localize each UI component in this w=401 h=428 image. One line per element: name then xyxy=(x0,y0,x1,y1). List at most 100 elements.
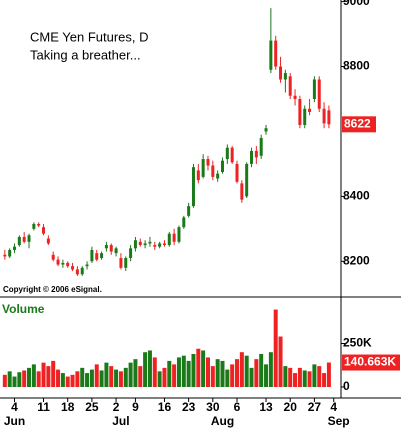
candle-body xyxy=(143,243,147,246)
month-label: Jul xyxy=(112,414,129,428)
candle-body xyxy=(3,254,7,257)
candle-body xyxy=(56,259,60,265)
volume-bar xyxy=(51,360,56,387)
x-tick-label: 11 xyxy=(37,400,50,414)
y-tick-label: 8400 xyxy=(343,189,370,203)
volume-bar xyxy=(31,364,36,387)
volume-bar xyxy=(128,362,133,387)
candle-body xyxy=(293,95,297,99)
copyright: Copyright © 2006 eSignal. xyxy=(3,285,102,294)
candle-body xyxy=(220,160,224,173)
volume-bar xyxy=(293,373,298,387)
volume-bar xyxy=(123,367,128,387)
x-tick-label: 9 xyxy=(132,400,139,414)
candle-body xyxy=(196,170,200,181)
volume-bar xyxy=(27,367,32,387)
candle-body xyxy=(148,241,152,244)
candle-body xyxy=(32,223,36,229)
volume-bar xyxy=(143,352,148,387)
candle-body xyxy=(279,66,283,80)
candle-body xyxy=(153,245,157,247)
volume-bar xyxy=(147,350,152,387)
candle-body xyxy=(167,233,171,246)
candle-body xyxy=(51,254,55,260)
volume-bar xyxy=(201,350,206,387)
candle-body xyxy=(17,236,21,246)
candle-body xyxy=(13,246,17,250)
candle-body xyxy=(240,183,244,200)
chart-subtitle: Taking a breather... xyxy=(30,47,141,62)
volume-bar xyxy=(297,367,302,387)
volume-bar xyxy=(225,369,230,387)
y-tick-label: 9000 xyxy=(343,0,370,8)
volume-bar xyxy=(60,373,65,387)
candle-body xyxy=(138,241,142,246)
y-tick-label: 8800 xyxy=(343,59,370,73)
volume-bar xyxy=(302,370,307,387)
volume-bar xyxy=(118,371,123,387)
candle-body xyxy=(303,108,307,125)
candle-body xyxy=(42,227,46,234)
volume-bar xyxy=(191,353,196,387)
volume-bar xyxy=(312,364,317,387)
x-tick-label: 20 xyxy=(284,400,298,414)
volume-title: Volume xyxy=(2,302,45,316)
volume-bar xyxy=(215,359,220,387)
volume-bar xyxy=(249,367,254,387)
candle-body xyxy=(298,99,302,125)
volume-bar xyxy=(220,360,225,387)
x-tick-label: 6 xyxy=(234,400,241,414)
volume-bar xyxy=(264,364,269,387)
volume-bar xyxy=(235,359,240,387)
candle-body xyxy=(8,249,12,257)
candle-body xyxy=(327,110,331,125)
x-tick-label: 18 xyxy=(61,400,75,414)
candle-body xyxy=(283,73,287,80)
x-tick-label: 25 xyxy=(85,400,99,414)
v-tick-label: 250K xyxy=(343,336,372,350)
volume-bar xyxy=(326,362,331,387)
volume-bar xyxy=(36,371,41,387)
volume-bar xyxy=(283,366,288,387)
volume-bar xyxy=(99,370,104,387)
candle-body xyxy=(225,147,229,160)
volume-bar xyxy=(2,374,7,387)
volume-marker-label: 140.663K xyxy=(344,355,396,369)
candle-body xyxy=(61,262,65,265)
volume-bar xyxy=(22,370,27,387)
volume-bar xyxy=(46,366,51,387)
volume-bar xyxy=(17,372,22,387)
month-label: Jun xyxy=(4,414,25,428)
candle-body xyxy=(206,159,210,166)
candle-body xyxy=(254,150,258,158)
candle-body xyxy=(46,238,50,244)
chart-title: CME Yen Futures, D xyxy=(30,29,149,44)
volume-bar xyxy=(273,309,278,387)
volume-bar xyxy=(205,357,210,387)
candle-body xyxy=(250,150,254,164)
v-tick-label: 0 xyxy=(343,379,350,393)
volume-bar xyxy=(172,364,177,387)
volume-bar xyxy=(41,362,46,387)
volume-bar xyxy=(104,362,109,387)
volume-bar xyxy=(196,348,201,387)
volume-bar xyxy=(133,359,138,387)
volume-marker-box xyxy=(342,354,400,371)
candle-body xyxy=(182,217,186,228)
candle-body xyxy=(216,173,220,179)
x-tick-label: 27 xyxy=(308,400,322,414)
volume-bar xyxy=(12,376,17,387)
candle-body xyxy=(269,40,273,70)
volume-bar xyxy=(210,366,215,387)
candle-body xyxy=(114,248,118,254)
volume-bar xyxy=(80,367,85,387)
candle-body xyxy=(22,236,26,242)
candle-body xyxy=(27,235,31,242)
volume-bar xyxy=(230,364,235,387)
x-tick-label: 30 xyxy=(206,400,220,414)
volume-bar xyxy=(259,353,264,387)
candle-body xyxy=(95,253,99,260)
candle-body xyxy=(230,147,234,163)
candle-body xyxy=(162,243,166,246)
